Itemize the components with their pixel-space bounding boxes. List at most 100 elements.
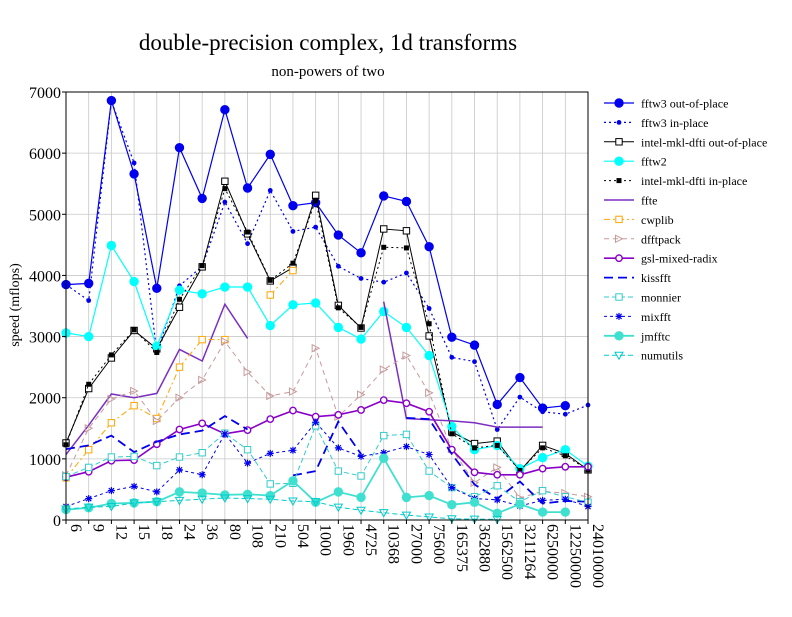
data-point	[493, 482, 501, 490]
legend-label: gsl-mixed-radix	[641, 252, 718, 266]
legend-label: fftw2	[641, 155, 667, 169]
data-point	[560, 444, 571, 455]
series-line	[65, 302, 249, 456]
data-point	[312, 418, 320, 426]
data-point	[290, 260, 296, 266]
data-point	[265, 320, 275, 331]
data-point	[84, 423, 94, 433]
legend-entry-4: intel-mkl-dfti in-place	[604, 174, 747, 188]
series-line	[65, 100, 589, 431]
y-tick-label: 7000	[29, 85, 61, 102]
x-tick-label: 1562500	[498, 524, 515, 580]
data-point	[107, 419, 116, 427]
legend-entry-12: jmfftc	[604, 329, 670, 343]
data-point	[402, 227, 411, 235]
data-point	[379, 453, 389, 463]
data-point	[311, 191, 320, 200]
data-point	[380, 431, 388, 440]
data-point	[614, 331, 624, 341]
data-point	[446, 515, 457, 524]
data-point	[265, 149, 275, 160]
data-point	[449, 431, 455, 437]
legend-entry-2: intel-mkl-dfti out-of-place	[604, 135, 767, 149]
data-point	[288, 387, 298, 396]
data-point	[267, 277, 273, 283]
data-point	[175, 466, 183, 474]
legend-entry-5: ffte	[604, 194, 657, 208]
x-tick-label: 3211264	[521, 524, 538, 579]
x-tick-label: 9	[90, 524, 107, 532]
data-point	[615, 312, 623, 320]
data-point	[469, 340, 480, 350]
data-point	[469, 497, 480, 507]
data-point	[242, 183, 253, 193]
data-point	[243, 445, 252, 454]
data-point	[266, 449, 274, 457]
data-point	[616, 178, 622, 184]
data-point	[614, 98, 624, 108]
data-point	[198, 419, 207, 428]
data-point	[266, 291, 274, 299]
x-tick-label: 27000	[407, 524, 424, 564]
data-point	[174, 285, 185, 295]
x-tick-label: 1960	[339, 524, 356, 556]
data-point	[493, 496, 501, 504]
data-point	[311, 343, 321, 353]
data-point	[358, 324, 364, 330]
data-point	[333, 487, 344, 497]
data-point	[357, 390, 366, 399]
data-point	[152, 416, 162, 426]
data-point	[404, 270, 409, 276]
data-point	[175, 303, 184, 311]
data-point	[537, 452, 548, 463]
x-tick-label: 4725	[362, 524, 379, 556]
series-line	[65, 424, 589, 503]
data-point	[614, 351, 624, 361]
data-point	[470, 468, 479, 477]
data-point	[174, 496, 185, 506]
series-line	[65, 399, 588, 478]
data-point	[175, 425, 184, 434]
series-8	[62, 396, 592, 482]
data-point	[614, 156, 624, 166]
data-point	[290, 229, 296, 234]
series-4	[63, 186, 591, 473]
data-point	[313, 197, 319, 203]
data-point	[494, 427, 500, 432]
data-point	[153, 488, 161, 496]
y-tick-label: 0	[53, 513, 61, 530]
data-point	[426, 321, 432, 327]
y-tick-label: 5000	[29, 207, 61, 224]
data-point	[108, 98, 114, 104]
data-point	[402, 443, 410, 451]
data-point	[380, 449, 388, 457]
data-point	[424, 490, 434, 501]
series-5	[65, 301, 543, 456]
series-11	[62, 418, 592, 511]
series-line	[65, 340, 589, 499]
data-point	[198, 449, 206, 457]
legend-entry-1: fftw3 in-place	[604, 116, 708, 130]
chart-subtitle: non-powers of two	[271, 64, 384, 80]
data-point	[334, 410, 343, 419]
data-point	[129, 169, 139, 179]
x-tick-label: 12	[112, 524, 129, 540]
data-point	[425, 332, 433, 340]
data-point	[381, 279, 387, 285]
data-point	[152, 341, 162, 352]
x-tick-label: 10368	[385, 524, 402, 564]
data-point	[357, 452, 365, 460]
data-point	[288, 476, 298, 486]
data-point	[333, 503, 344, 513]
legend-entry-8: gsl-mixed-radix	[604, 252, 718, 266]
x-tick-label: 36	[203, 524, 220, 540]
data-point	[539, 496, 547, 504]
data-point	[245, 229, 251, 235]
y-tick-label: 4000	[29, 268, 61, 285]
data-point	[197, 193, 207, 204]
data-point	[176, 296, 182, 302]
x-tick-label: 108	[249, 524, 266, 548]
legend-label: intel-mkl-dfti in-place	[641, 174, 747, 188]
data-point	[85, 495, 93, 503]
